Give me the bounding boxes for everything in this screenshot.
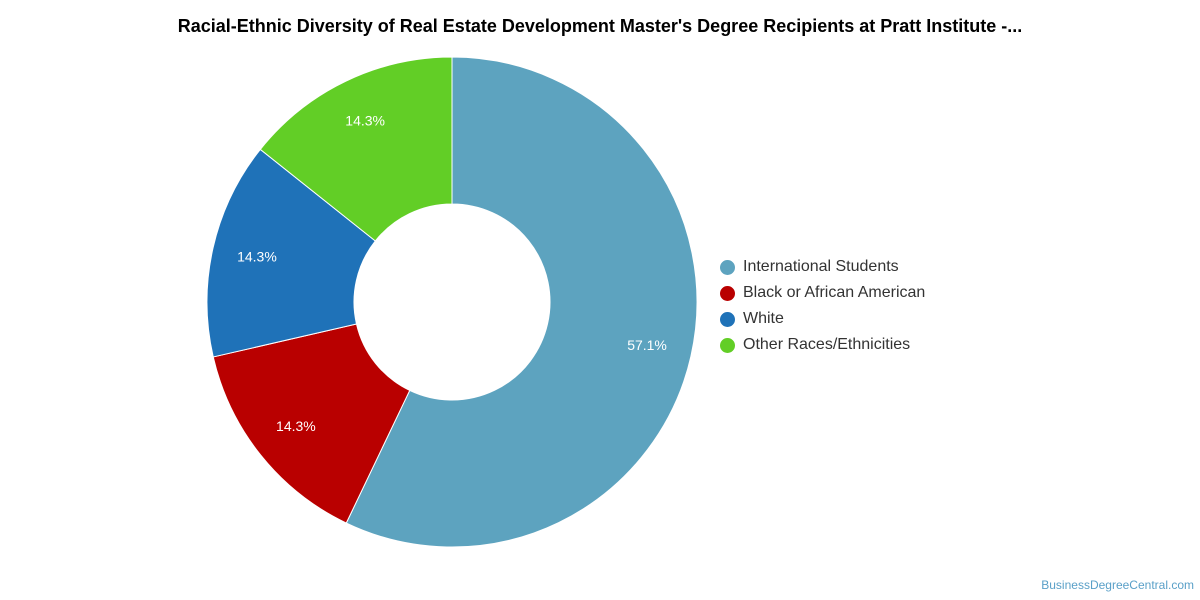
watermark: BusinessDegreeCentral.com bbox=[1041, 578, 1194, 592]
legend-item[interactable]: International Students bbox=[720, 254, 925, 280]
legend-swatch bbox=[720, 285, 735, 301]
legend-label: Black or African American bbox=[743, 284, 926, 301]
legend-item[interactable]: White bbox=[720, 306, 925, 332]
slice-other-races-ethnicities[interactable] bbox=[259, 56, 453, 242]
chart-title: Racial-Ethnic Diversity of Real Estate D… bbox=[177, 16, 1023, 36]
legend-swatch bbox=[720, 259, 735, 275]
slice-label: 57.1% bbox=[627, 337, 667, 353]
legend-label: Other Races/Ethnicities bbox=[743, 336, 911, 353]
slice-label: 14.3% bbox=[237, 248, 277, 264]
legend-label: White bbox=[743, 310, 784, 327]
legend-item[interactable]: Black or African American bbox=[720, 280, 925, 306]
legend-swatch bbox=[720, 337, 735, 353]
slice-label: 14.3% bbox=[276, 418, 316, 434]
slice-white[interactable] bbox=[206, 148, 377, 358]
legend-item[interactable]: Other Races/Ethnicities bbox=[720, 332, 925, 358]
legend-label: International Students bbox=[743, 258, 899, 275]
slice-international-students[interactable] bbox=[345, 56, 698, 548]
legend-swatch bbox=[720, 311, 735, 327]
slice-label: 14.3% bbox=[345, 113, 385, 129]
slice-black-or-african-american[interactable] bbox=[212, 323, 411, 524]
chart-legend: International Students Black or African A… bbox=[720, 254, 925, 358]
